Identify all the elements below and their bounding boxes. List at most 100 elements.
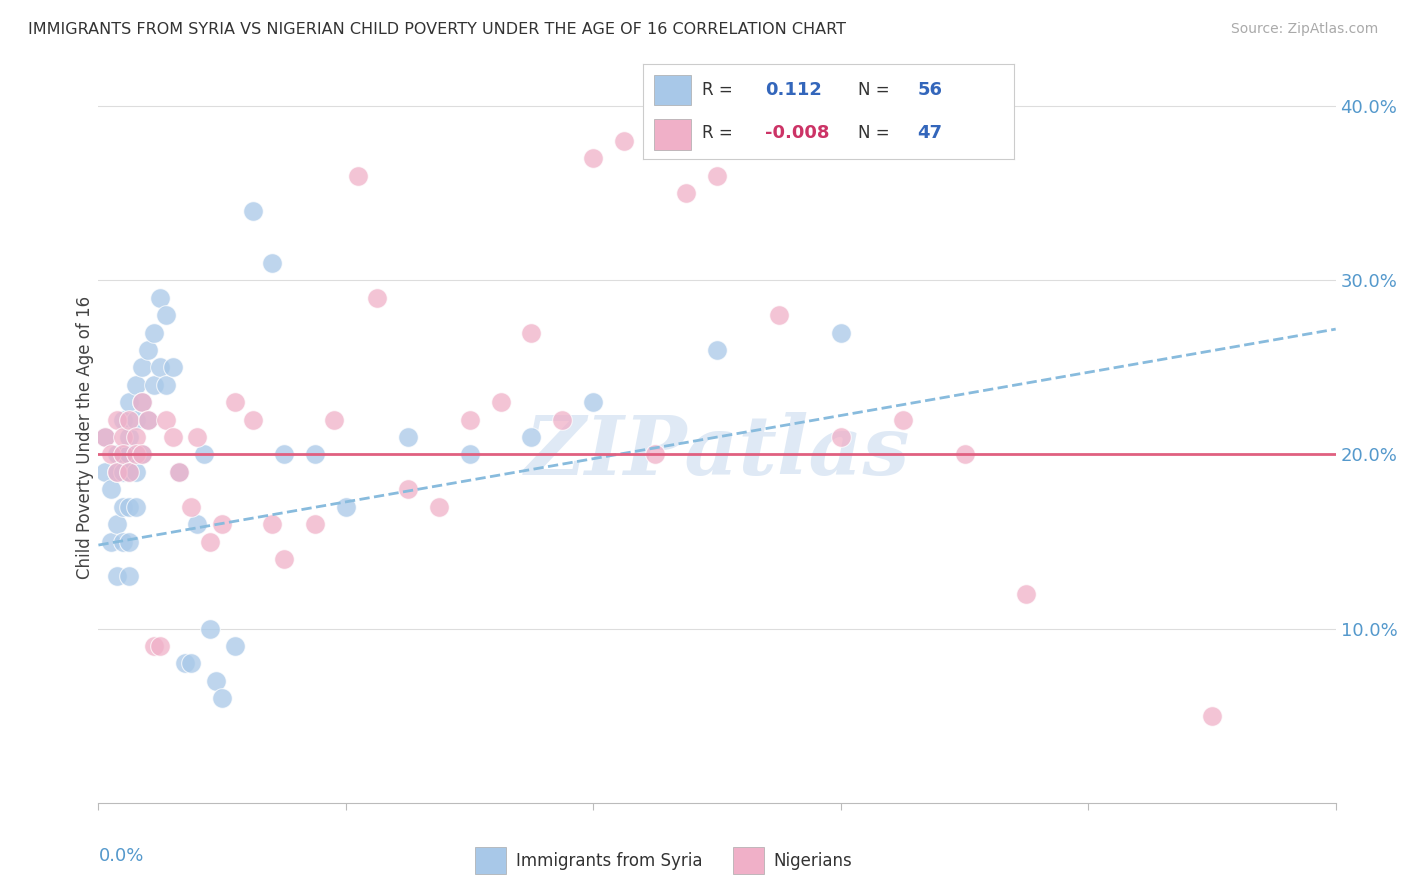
Point [105,465,128,479]
Point [105,517,128,532]
Point [193,448,215,462]
Point [613,134,636,148]
Point [112,448,135,462]
Point [260,256,283,270]
Point [124,430,146,444]
Bar [734,847,763,874]
Point [131,395,153,409]
Point [118,569,141,583]
Point [143,326,166,340]
Point [149,639,172,653]
Point [273,448,295,462]
Point [105,412,128,426]
Bar [475,847,506,874]
Point [105,465,128,479]
Point [112,430,135,444]
Point [155,308,177,322]
Point [322,412,344,426]
Point [174,657,197,671]
Point [891,412,914,426]
Point [186,517,208,532]
Point [118,412,141,426]
Point [180,657,202,671]
Point [304,517,326,532]
Point [162,430,184,444]
Point [458,448,481,462]
Point [1015,587,1038,601]
Point [118,430,141,444]
Point [953,448,976,462]
Point [224,639,246,653]
Point [706,169,728,183]
Point [118,500,141,514]
Point [112,534,135,549]
Point [167,465,190,479]
Point [366,291,388,305]
Point [582,395,605,409]
Point [551,412,574,426]
Point [347,169,370,183]
Point [118,395,141,409]
Point [112,465,135,479]
Point [304,448,326,462]
Point [520,430,543,444]
Point [242,412,264,426]
Point [100,534,122,549]
Point [143,639,166,653]
Point [105,448,128,462]
Y-axis label: Child Poverty Under the Age of 16: Child Poverty Under the Age of 16 [76,295,94,579]
Point [768,308,790,322]
Point [155,377,177,392]
Point [112,412,135,426]
Point [458,412,481,426]
Point [112,500,135,514]
Point [131,360,153,375]
Point [105,569,128,583]
Point [167,465,190,479]
Point [118,534,141,549]
Point [100,448,122,462]
Point [520,326,543,340]
Point [93,430,115,444]
Point [198,622,221,636]
Point [124,448,146,462]
Point [186,430,208,444]
Point [489,395,512,409]
Point [224,395,246,409]
Point [124,412,146,426]
Point [211,691,233,706]
Point [118,465,141,479]
Text: Nigerians: Nigerians [773,852,852,870]
Point [396,483,419,497]
Point [396,430,419,444]
Point [198,534,221,549]
Point [118,465,141,479]
Point [143,377,166,392]
Text: Immigrants from Syria: Immigrants from Syria [516,852,702,870]
Point [582,152,605,166]
Point [131,395,153,409]
Point [211,517,233,532]
Text: 0.0%: 0.0% [98,847,143,864]
Point [131,448,153,462]
Point [112,448,135,462]
Point [136,412,159,426]
Point [260,517,283,532]
Point [124,500,146,514]
Point [155,412,177,426]
Point [118,448,141,462]
Point [136,343,159,357]
Point [675,186,697,201]
Point [136,412,159,426]
Point [644,448,666,462]
Point [124,377,146,392]
Point [427,500,450,514]
Point [205,673,228,688]
Point [242,203,264,218]
Point [273,552,295,566]
Point [131,448,153,462]
Point [124,465,146,479]
Point [335,500,357,514]
Point [1201,708,1223,723]
Text: IMMIGRANTS FROM SYRIA VS NIGERIAN CHILD POVERTY UNDER THE AGE OF 16 CORRELATION : IMMIGRANTS FROM SYRIA VS NIGERIAN CHILD … [28,22,846,37]
